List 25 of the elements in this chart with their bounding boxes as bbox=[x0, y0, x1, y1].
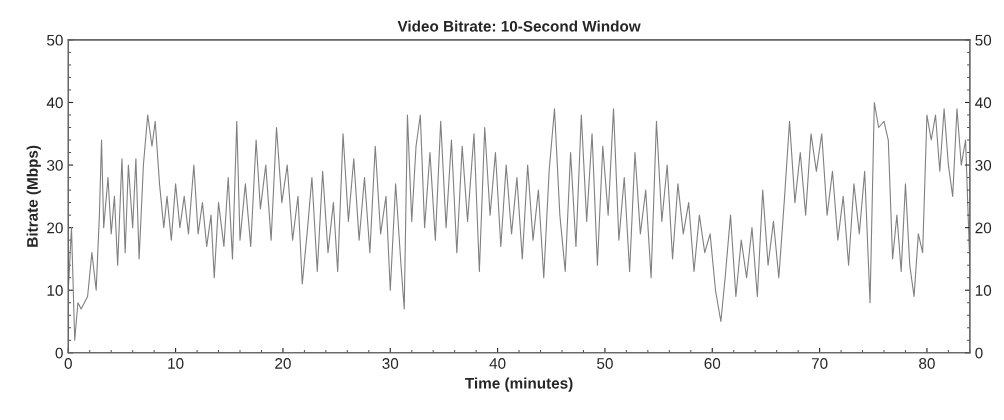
y2-tick-label: 30 bbox=[975, 159, 992, 171]
x-tick-label: 0 bbox=[64, 358, 72, 369]
y-tick-label: 50 bbox=[47, 34, 63, 46]
y2-tick-label: 50 bbox=[975, 34, 992, 46]
y2-tick-label: 40 bbox=[975, 97, 992, 109]
x-tick-label: 40 bbox=[489, 358, 506, 369]
chart-title: Video Bitrate: 10-Second Window bbox=[397, 20, 641, 32]
y-tick-label: 40 bbox=[46, 97, 63, 109]
x-tick-label: 50 bbox=[597, 358, 613, 369]
x-tick-label: 30 bbox=[382, 358, 399, 369]
y-tick-label: 10 bbox=[47, 285, 63, 296]
x-tick-label: 80 bbox=[919, 358, 935, 369]
x-tick-label: 20 bbox=[275, 358, 291, 369]
line-series bbox=[68, 101, 970, 341]
y2-tick-label: 0 bbox=[975, 347, 983, 359]
y2-tick-label: 10 bbox=[975, 285, 992, 296]
y-tick-label: 20 bbox=[47, 222, 63, 234]
y-tick-label: 0 bbox=[55, 347, 63, 359]
x-tick-label: 60 bbox=[704, 358, 721, 369]
y2-tick-label: 20 bbox=[975, 222, 992, 234]
y-axis-title: Bitrate (Mbps) bbox=[26, 145, 41, 247]
x-axis-title: Time (minutes) bbox=[465, 377, 573, 392]
y-tick-label: 30 bbox=[47, 159, 63, 171]
x-tick-label: 10 bbox=[168, 358, 184, 369]
x-tick-label: 70 bbox=[811, 358, 828, 369]
